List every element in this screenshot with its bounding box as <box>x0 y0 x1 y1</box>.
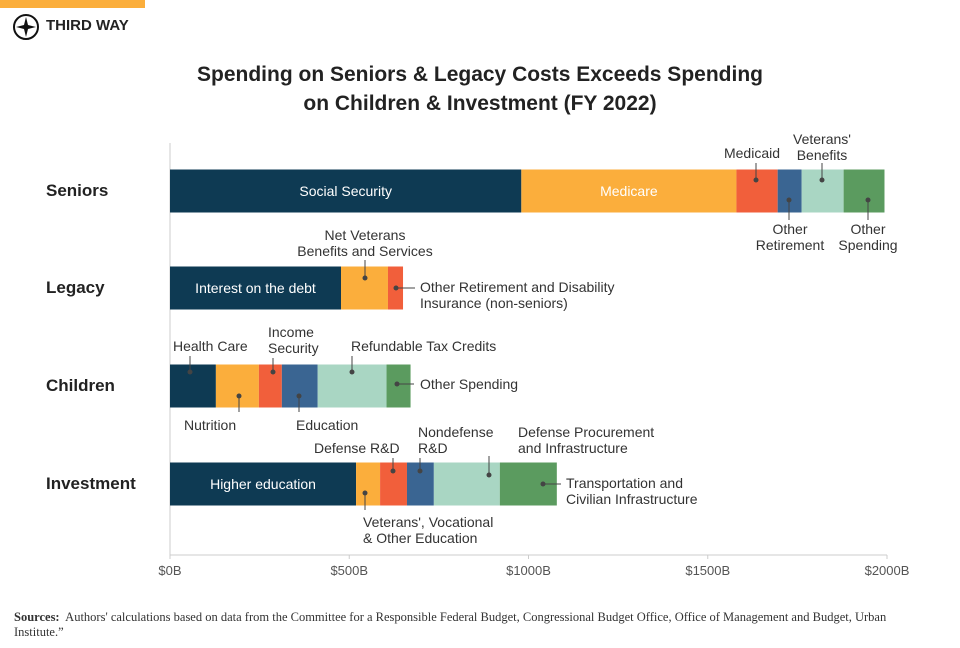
bar-segment <box>170 169 522 213</box>
bar-segment <box>170 462 357 506</box>
leader-dot <box>394 381 400 387</box>
segment-label: Nondefense R&D <box>418 424 494 456</box>
source: Sources: Authors' calculations based on … <box>14 610 914 640</box>
bar-segment <box>801 169 844 213</box>
bar-segment <box>170 364 216 408</box>
segment-label: Higher education <box>210 476 316 492</box>
segment-label: Veterans', Vocational & Other Education <box>363 514 494 546</box>
leader-dot <box>362 490 368 496</box>
leader-dot <box>349 369 355 375</box>
leader-dot <box>865 197 871 203</box>
bar-segment <box>433 462 500 506</box>
segment-label: Defense Procurement and Infrastructure <box>518 424 655 456</box>
bar-segment <box>736 169 778 213</box>
segment-label: Net Veterans Benefits and Services <box>297 227 433 259</box>
segment-label: Refundable Tax Credits <box>351 338 497 354</box>
bar-segment <box>215 364 259 408</box>
bar-segment <box>521 169 737 213</box>
segment-label: Medicaid <box>723 145 781 161</box>
brand: THIRD WAY <box>46 17 129 34</box>
segment-label: Income Security <box>268 324 319 356</box>
leader-dot <box>417 468 423 474</box>
x-tick-label: $1000B <box>506 563 551 578</box>
x-tick-label: $0B <box>158 563 182 578</box>
leader-dot <box>362 275 368 281</box>
segment-label: Medicare <box>600 183 658 199</box>
segment-label: Other Retirement and Disability Insuranc… <box>420 279 615 311</box>
segment-label: Nutrition <box>184 417 237 433</box>
leader-dot <box>753 177 759 183</box>
accent-bar <box>0 0 145 8</box>
category-label: Investment <box>46 474 136 493</box>
bar-segment <box>341 266 388 310</box>
bar-segment <box>356 462 381 506</box>
category-label: Legacy <box>46 278 105 297</box>
leader-dot <box>390 468 396 474</box>
source-label: Sources: <box>14 610 60 624</box>
segment-label: Veterans' Benefits <box>793 131 851 163</box>
chart-title: Spending on Seniors & Legacy Costs Excee… <box>197 63 763 115</box>
segment-label: Interest on the debt <box>195 280 316 296</box>
bar-segment <box>170 266 342 310</box>
source-text: Authors' calculations based on data from… <box>14 610 887 639</box>
segment-label: Other Spending <box>420 376 519 392</box>
leader-dot <box>187 369 193 375</box>
leader-dot <box>270 369 276 375</box>
x-tick-label: $2000B <box>864 563 910 578</box>
x-tick-label: $500B <box>330 563 369 578</box>
segment-label: Other Retirement <box>755 221 825 253</box>
segment-label: Other Spending <box>838 221 898 253</box>
segment-label: Transportation and Civilian Infrastructu… <box>566 475 698 507</box>
category-label: Seniors <box>46 181 109 200</box>
segment-label: Health Care <box>173 338 248 354</box>
logo-star <box>16 17 36 37</box>
leader-dot <box>393 285 399 291</box>
logo <box>13 14 39 40</box>
segment-label: Education <box>296 417 359 433</box>
segment-label: Defense R&D <box>314 440 400 456</box>
bar-segment <box>386 364 411 408</box>
category-label: Children <box>46 376 115 395</box>
leader-dot <box>786 197 792 203</box>
leader-dot <box>540 481 546 487</box>
x-tick-label: $1500B <box>685 563 731 578</box>
leader-dot <box>819 177 825 183</box>
leader-dot <box>486 472 492 478</box>
bar-segment <box>281 364 318 408</box>
segment-label: Social Security <box>299 183 392 199</box>
bar-segment <box>777 169 802 213</box>
leader-dot <box>296 393 302 399</box>
bar-segment <box>843 169 885 213</box>
leader-dot <box>236 393 242 399</box>
bar-segment <box>258 364 282 408</box>
